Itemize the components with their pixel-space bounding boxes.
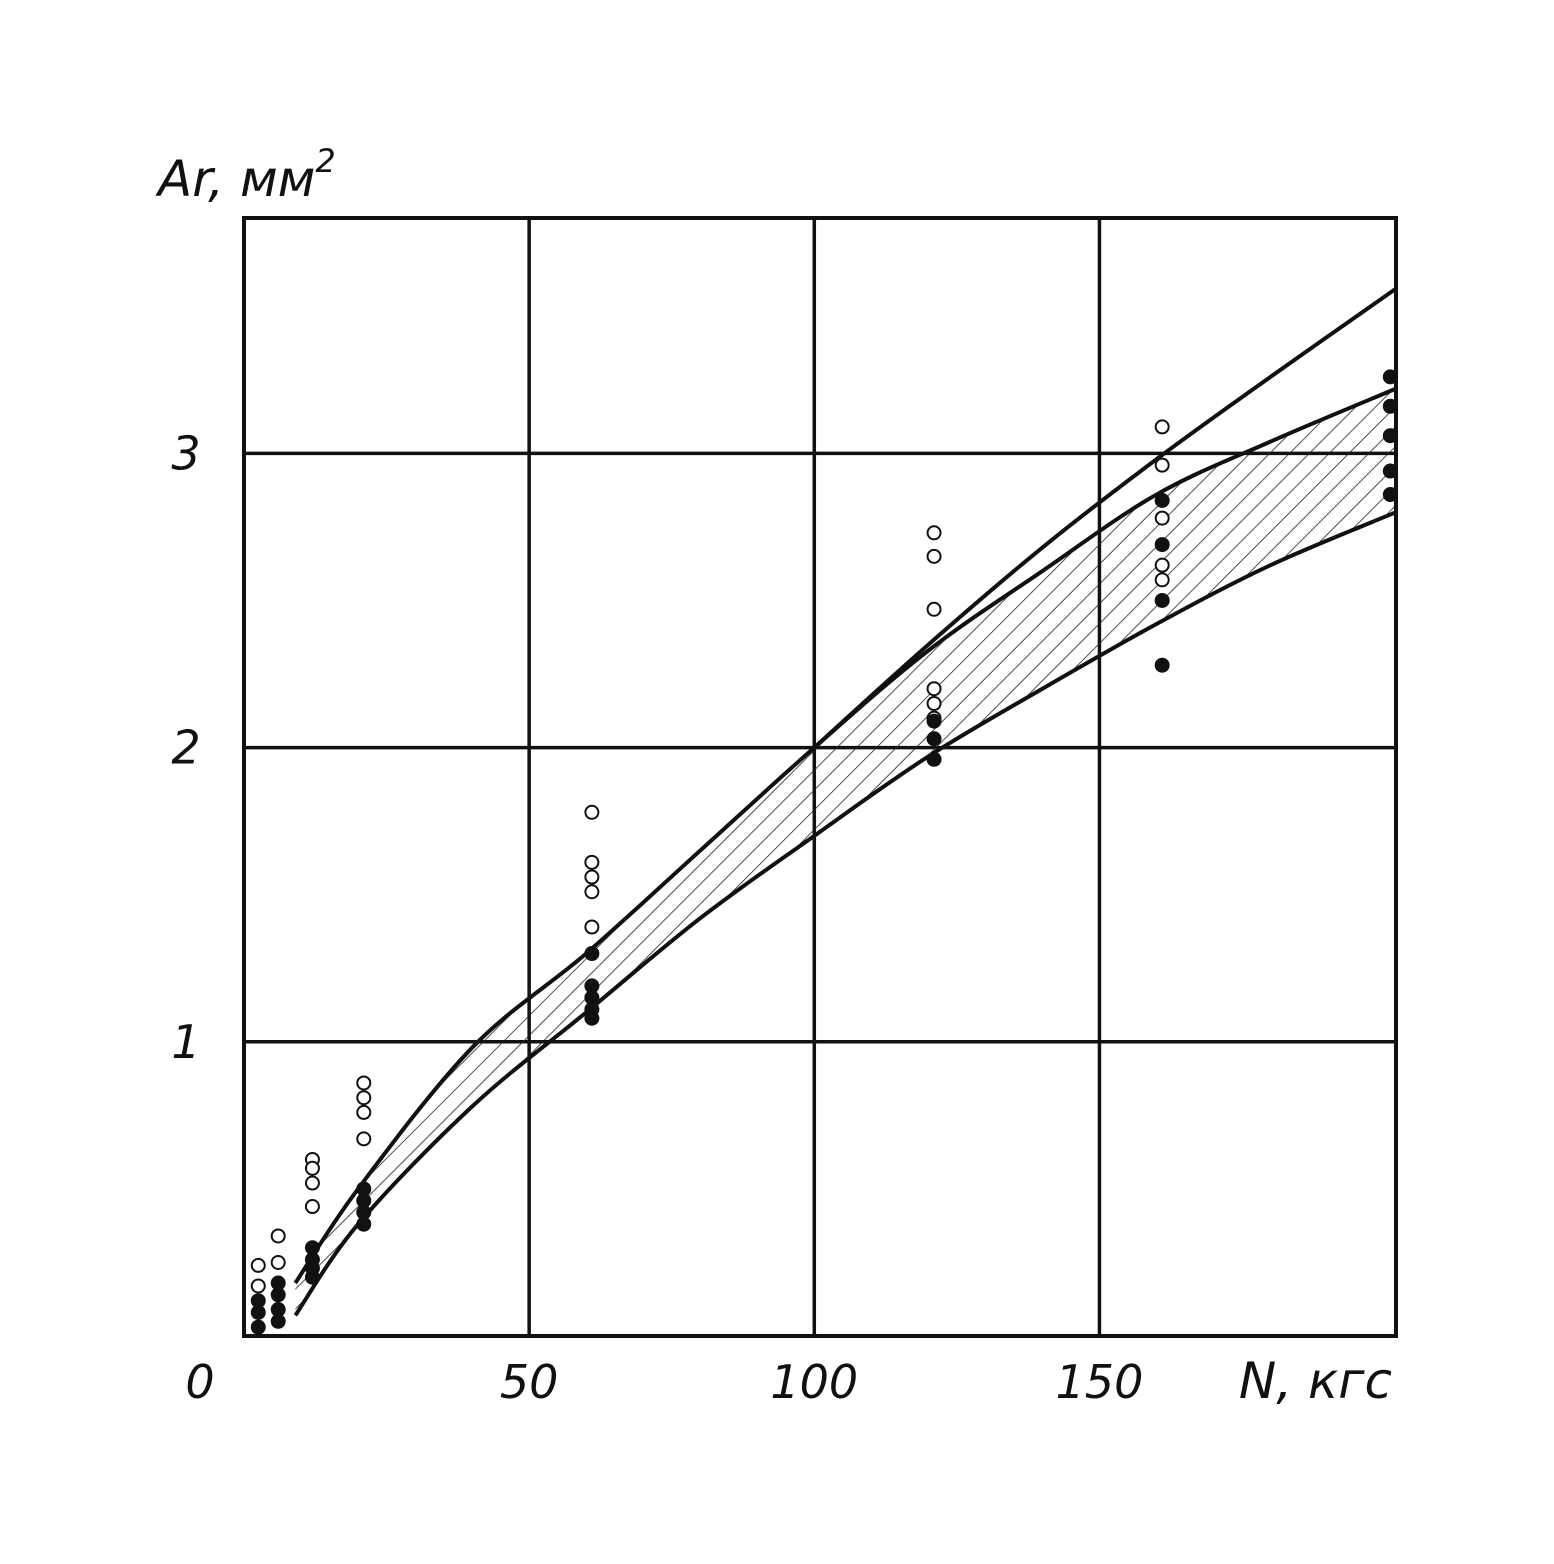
upper-line	[812, 286, 1398, 750]
filled-data-point	[270, 1287, 286, 1303]
filled-data-point	[250, 1319, 266, 1335]
filled-data-point	[1382, 369, 1398, 385]
open-data-point	[584, 919, 600, 935]
open-data-point	[304, 1175, 320, 1191]
open-data-point	[926, 548, 942, 564]
open-data-point	[356, 1104, 372, 1120]
hatched-band	[295, 388, 1397, 1316]
origin-label: 0	[185, 1355, 214, 1409]
x-tick-label: 150	[1056, 1355, 1144, 1409]
open-data-point	[1154, 419, 1170, 435]
open-data-point	[584, 804, 600, 820]
open-data-point	[1154, 510, 1170, 526]
open-data-point	[356, 1090, 372, 1106]
open-data-point	[270, 1254, 286, 1270]
filled-data-point	[270, 1313, 286, 1329]
open-data-point	[1154, 572, 1170, 588]
filled-data-point	[1154, 492, 1170, 508]
y-axis-title-superscript: 2	[315, 142, 335, 180]
open-data-point	[926, 525, 942, 541]
filled-data-point	[926, 713, 942, 729]
open-data-point	[926, 601, 942, 617]
filled-data-point	[1382, 428, 1398, 444]
x-tick-label: 50	[500, 1355, 559, 1409]
y-tick-label: 1	[171, 1015, 200, 1069]
filled-data-point	[1382, 463, 1398, 479]
open-data-point	[250, 1257, 266, 1273]
open-data-point	[926, 681, 942, 697]
filled-data-point	[1382, 487, 1398, 503]
y-tick-label: 2	[171, 721, 200, 775]
filled-data-point	[584, 946, 600, 962]
filled-data-point	[926, 751, 942, 767]
filled-data-point	[356, 1216, 372, 1232]
filled-data-point	[1154, 537, 1170, 553]
y-axis-title-text: Ar, мм	[155, 150, 315, 208]
filled-data-point	[250, 1304, 266, 1320]
open-data-point	[926, 695, 942, 711]
open-data-point	[1154, 457, 1170, 473]
band-lower-curve	[293, 510, 1397, 1317]
filled-data-point	[1154, 592, 1170, 608]
y-tick-label: 3	[171, 426, 200, 480]
open-data-point	[304, 1199, 320, 1215]
x-axis-title: N, кгс	[1239, 1352, 1392, 1410]
open-data-point	[304, 1160, 320, 1176]
tick-labels: 0 50 100 150 1 2 3	[171, 426, 1143, 1409]
filled-data-point	[584, 1010, 600, 1026]
plot-frame	[242, 216, 1398, 1338]
open-data-point	[356, 1131, 372, 1147]
filled-data-point	[304, 1269, 320, 1285]
data-points	[250, 369, 1398, 1335]
open-data-point	[1154, 557, 1170, 573]
y-axis-title: Ar, мм2	[155, 142, 336, 208]
open-data-point	[270, 1228, 286, 1244]
open-data-point	[584, 854, 600, 870]
filled-data-point	[1382, 398, 1398, 414]
open-data-point	[250, 1278, 266, 1294]
filled-data-point	[926, 731, 942, 747]
open-data-point	[584, 884, 600, 900]
filled-data-point	[1154, 657, 1170, 673]
open-data-point	[356, 1075, 372, 1091]
x-tick-label: 100	[770, 1355, 858, 1409]
open-data-point	[584, 869, 600, 885]
band-upper-curve	[293, 386, 1397, 1285]
